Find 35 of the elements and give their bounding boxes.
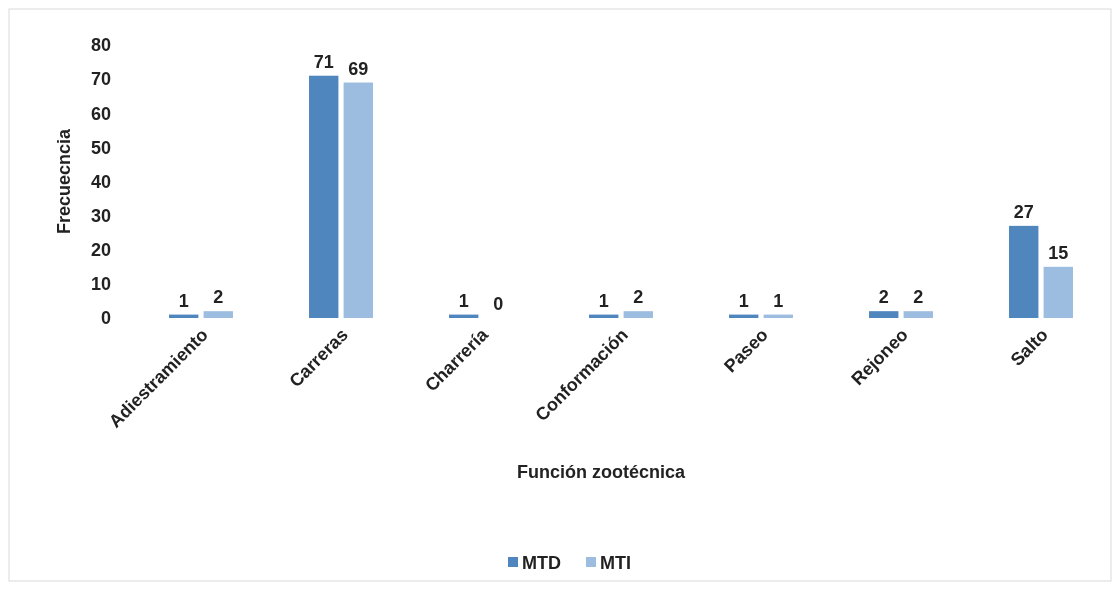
data-label: 2 <box>633 287 644 308</box>
bar <box>309 75 339 318</box>
y-tick-label: 70 <box>90 69 111 90</box>
y-tick-label: 20 <box>90 240 111 261</box>
data-label: 1 <box>598 290 609 311</box>
data-label: 2 <box>213 287 224 308</box>
bar <box>1009 225 1039 318</box>
y-tick-label: 50 <box>90 137 111 158</box>
data-label: 1 <box>458 290 469 311</box>
y-tick-label: 10 <box>90 274 111 295</box>
bar <box>203 311 233 318</box>
bar <box>1043 266 1073 318</box>
bar <box>869 311 899 318</box>
data-label: 1 <box>738 290 749 311</box>
data-label: 0 <box>493 294 504 314</box>
y-tick-label: 80 <box>90 35 111 56</box>
x-axis-title: Función zootécnica <box>516 462 686 482</box>
data-label: 1 <box>178 290 189 311</box>
bar <box>343 82 373 318</box>
y-tick-label: 60 <box>90 103 111 124</box>
data-label: 2 <box>913 287 924 308</box>
data-label: 2 <box>878 287 889 308</box>
data-label: 15 <box>1048 242 1069 263</box>
legend-label: MTI <box>600 553 631 574</box>
data-label: 69 <box>348 58 369 79</box>
data-label: 71 <box>313 51 334 72</box>
data-label: 1 <box>773 290 784 311</box>
y-axis-title: Frecuecncia <box>54 127 74 235</box>
legend-label: MTD <box>522 553 561 574</box>
bar <box>903 311 933 318</box>
y-tick-label: 40 <box>90 171 111 192</box>
bar <box>623 311 653 318</box>
y-tick-label: 30 <box>90 205 111 226</box>
data-label: 27 <box>1013 201 1034 222</box>
y-tick-label: 0 <box>100 308 111 329</box>
